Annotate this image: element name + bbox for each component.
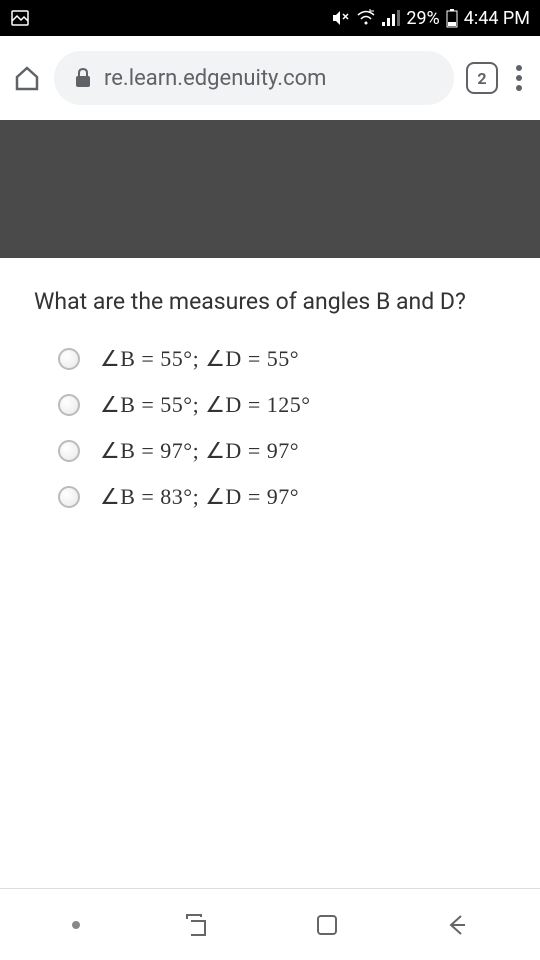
battery-percent: 29% bbox=[406, 8, 439, 29]
header-banner bbox=[0, 120, 540, 258]
system-nav-bar bbox=[0, 888, 540, 960]
options-list: ∠B = 55°; ∠D = 55° ∠B = 55°; ∠D = 125° ∠… bbox=[34, 346, 506, 510]
back-icon[interactable] bbox=[443, 912, 469, 938]
option-item[interactable]: ∠B = 83°; ∠D = 97° bbox=[58, 484, 506, 510]
menu-button[interactable] bbox=[510, 65, 528, 91]
option-label: ∠B = 55°; ∠D = 55° bbox=[100, 346, 299, 372]
recent-apps-icon[interactable] bbox=[183, 911, 211, 939]
option-item[interactable]: ∠B = 55°; ∠D = 55° bbox=[58, 346, 506, 372]
option-label: ∠B = 55°; ∠D = 125° bbox=[100, 392, 311, 418]
url-text: re.learn.edgenuity.com bbox=[104, 66, 326, 91]
battery-icon bbox=[446, 8, 458, 28]
radio-icon[interactable] bbox=[58, 486, 80, 508]
url-bar[interactable]: re.learn.edgenuity.com bbox=[54, 51, 454, 105]
tab-count-label: 2 bbox=[477, 69, 486, 88]
time-label: 4:44 PM bbox=[464, 8, 530, 29]
status-right: 29% 4:44 PM bbox=[330, 8, 530, 29]
radio-icon[interactable] bbox=[58, 440, 80, 462]
wifi-icon bbox=[356, 9, 376, 27]
nav-indicator bbox=[72, 921, 80, 929]
status-left bbox=[10, 8, 30, 28]
option-label: ∠B = 97°; ∠D = 97° bbox=[100, 438, 299, 464]
question-text: What are the measures of angles B and D? bbox=[34, 286, 506, 318]
signal-icon bbox=[382, 10, 400, 26]
tab-count-button[interactable]: 2 bbox=[466, 62, 498, 94]
option-label: ∠B = 83°; ∠D = 97° bbox=[100, 484, 299, 510]
content-area: What are the measures of angles B and D?… bbox=[0, 258, 540, 558]
browser-toolbar: re.learn.edgenuity.com 2 bbox=[0, 36, 540, 120]
option-item[interactable]: ∠B = 55°; ∠D = 125° bbox=[58, 392, 506, 418]
radio-icon[interactable] bbox=[58, 348, 80, 370]
home-icon[interactable] bbox=[12, 63, 42, 93]
gallery-icon bbox=[10, 8, 30, 28]
lock-icon bbox=[74, 68, 92, 88]
radio-icon[interactable] bbox=[58, 394, 80, 416]
status-bar: 29% 4:44 PM bbox=[0, 0, 540, 36]
mute-icon bbox=[330, 8, 350, 28]
option-item[interactable]: ∠B = 97°; ∠D = 97° bbox=[58, 438, 506, 464]
home-nav-icon[interactable] bbox=[314, 912, 340, 938]
